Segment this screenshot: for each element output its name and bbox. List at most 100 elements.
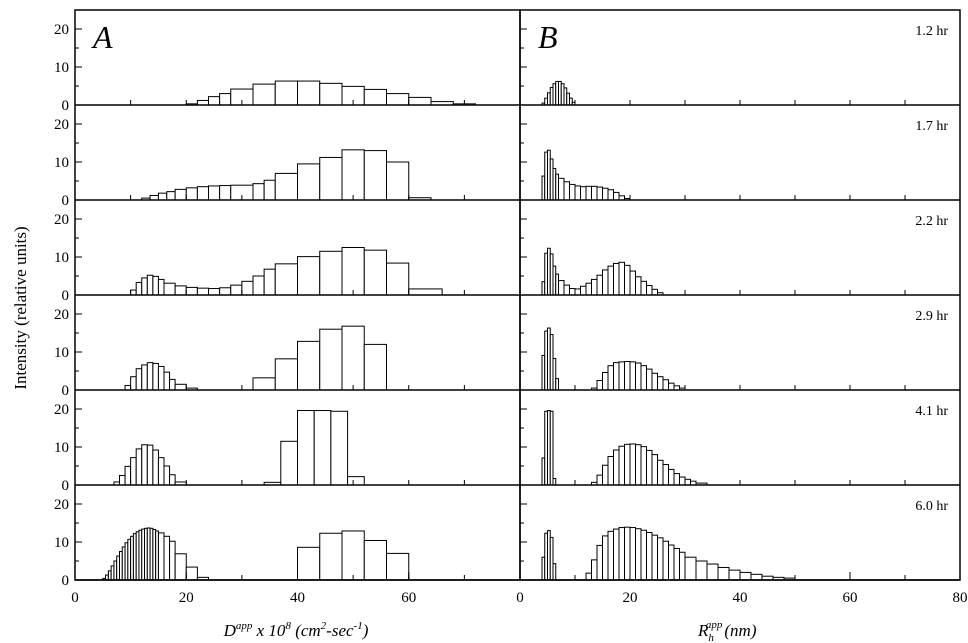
histogram-bar-b-4-9	[602, 372, 609, 391]
histogram-bar-b-5-7	[596, 474, 603, 486]
histogram-bar-a-4-4	[141, 364, 148, 391]
time-label-2: 1.7 hr	[915, 119, 948, 134]
histogram-bar-b-6-10	[607, 530, 614, 581]
histogram-bar-a-2-15	[319, 156, 343, 201]
x-title-a-part-8: )	[362, 621, 369, 640]
y-tick-label-6-10: 10	[54, 535, 69, 551]
histogram-bar-b-6-29	[739, 571, 752, 581]
histogram-bar-b-6-16	[640, 529, 647, 581]
histogram-bar-a-2-11	[252, 183, 265, 201]
histogram-bar-a-3-20	[341, 247, 365, 296]
histogram-bar-a-4-5	[146, 362, 154, 391]
y-tick-label-2-20: 20	[54, 117, 69, 133]
histogram-bar-b-6-12	[618, 527, 625, 581]
x-axis-title-b: Rhapp (nm)	[697, 619, 757, 643]
y-axis-title: Intensity (relative units)	[11, 226, 30, 389]
histogram-bar-b-6-30	[750, 573, 763, 581]
histogram-bar-b-5-23	[684, 478, 691, 486]
y-tick-label-3-10: 10	[54, 250, 69, 266]
x-title-a-part-2: x 10	[252, 621, 286, 640]
histogram-bar-a-6-27	[297, 546, 321, 581]
histogram-bar-b-4-12	[618, 361, 625, 391]
histogram-bar-b-2-16	[607, 189, 614, 201]
y-tick-label-2-10: 10	[54, 155, 69, 171]
y-tick-label-1-10: 10	[54, 60, 69, 76]
histogram-bar-b-3-20	[629, 270, 636, 296]
histogram-bar-a-2-7	[196, 186, 210, 201]
histogram-bar-b-5-13	[629, 443, 636, 486]
histogram-bar-b-2-17	[613, 191, 620, 201]
histogram-bar-b-4-16	[640, 365, 647, 391]
histogram-bar-b-5-20	[668, 468, 675, 486]
histogram-bar-a-6-21	[157, 532, 165, 581]
histogram-bar-a-2-16	[341, 149, 365, 201]
y-tick-label-6-0: 0	[62, 573, 70, 589]
histogram-bar-a-3-15	[252, 275, 265, 296]
x-tick-label-a-60: 60	[401, 590, 416, 606]
histogram-bar-a-2-9	[219, 185, 232, 201]
histogram-bar-a-3-7	[163, 282, 176, 296]
y-tick-label-3-0: 0	[62, 288, 70, 304]
histogram-bar-a-3-8	[174, 285, 187, 296]
histogram-bar-b-6-5	[552, 563, 557, 581]
histogram-bar-b-3-15	[602, 269, 609, 296]
histogram-bar-a-4-2	[130, 376, 137, 391]
histogram-bar-b-3-24	[651, 288, 658, 296]
panel-letter-b: B	[538, 19, 558, 55]
histogram-bar-b-6-14	[629, 527, 636, 581]
x-tick-label-a-0: 0	[71, 590, 79, 606]
histogram-bar-a-2-3	[157, 192, 168, 201]
x-tick-label-b-0: 0	[516, 590, 524, 606]
histogram-bar-b-4-13	[624, 361, 631, 391]
histogram-bar-a-5-6	[141, 444, 148, 486]
histogram-bar-a-4-14	[297, 340, 321, 391]
histogram-bar-b-3-10	[574, 288, 581, 296]
histogram-bar-a-6-22	[163, 535, 171, 581]
histogram-bar-a-3-19	[319, 250, 343, 296]
histogram-bar-a-6-29	[341, 530, 365, 581]
histogram-bar-a-1-7	[274, 80, 298, 106]
time-label-3: 2.2 hr	[915, 214, 948, 229]
histogram-bar-a-1-8	[297, 80, 321, 106]
histogram-bar-b-6-17	[646, 532, 653, 581]
histogram-bar-a-3-9	[185, 286, 198, 296]
histogram-bar-a-1-6	[252, 83, 276, 106]
histogram-bar-a-2-4	[166, 191, 176, 201]
histogram-bar-b-6-11	[613, 528, 620, 581]
histogram-bar-b-3-17	[613, 262, 620, 296]
histogram-bar-a-3-18	[297, 256, 321, 296]
histogram-bar-a-3-5	[152, 275, 159, 296]
histogram-bar-a-4-16	[341, 325, 365, 391]
x-tick-label-b-20: 20	[623, 590, 638, 606]
histogram-bar-a-4-6	[152, 362, 159, 391]
histogram-bar-a-3-2	[135, 281, 143, 296]
histogram-bar-b-6-8	[596, 544, 603, 581]
histogram-bar-b-5-18	[657, 459, 664, 486]
x-title-a-part-7: -1	[354, 620, 363, 632]
histogram-bar-b-4-19	[657, 376, 664, 391]
histogram-bar-b-6-20	[662, 540, 669, 581]
time-label-5: 4.1 hr	[915, 404, 948, 419]
x-title-b-part-0: R	[697, 621, 709, 640]
histogram-bar-b-3-11	[580, 285, 587, 296]
histogram-bar-b-5-14	[635, 444, 642, 486]
x-tick-label-b-40: 40	[733, 590, 748, 606]
histogram-bar-b-3-9	[569, 288, 576, 296]
histogram-bar-b-5-15	[640, 446, 647, 486]
histogram-bar-a-1-4	[219, 93, 232, 106]
y-tick-label-1-20: 20	[54, 22, 69, 38]
histogram-bar-b-2-13	[591, 185, 598, 201]
histogram-bar-b-2-11	[580, 186, 587, 201]
histogram-bar-b-4-21	[668, 382, 675, 391]
histogram-bar-a-6-25	[185, 566, 198, 581]
histogram-bar-a-2-5	[174, 188, 187, 201]
histogram-bar-b-5-22	[679, 476, 686, 486]
histogram-bar-b-2-7	[558, 177, 565, 201]
histogram-bar-a-3-21	[363, 249, 387, 296]
histogram-bar-a-5-8	[152, 449, 159, 486]
histogram-bar-a-3-10	[196, 287, 210, 296]
histogram-bar-a-3-16	[263, 268, 276, 296]
histogram-bar-a-4-15	[319, 328, 343, 391]
histogram-bar-b-6-25	[695, 560, 708, 581]
